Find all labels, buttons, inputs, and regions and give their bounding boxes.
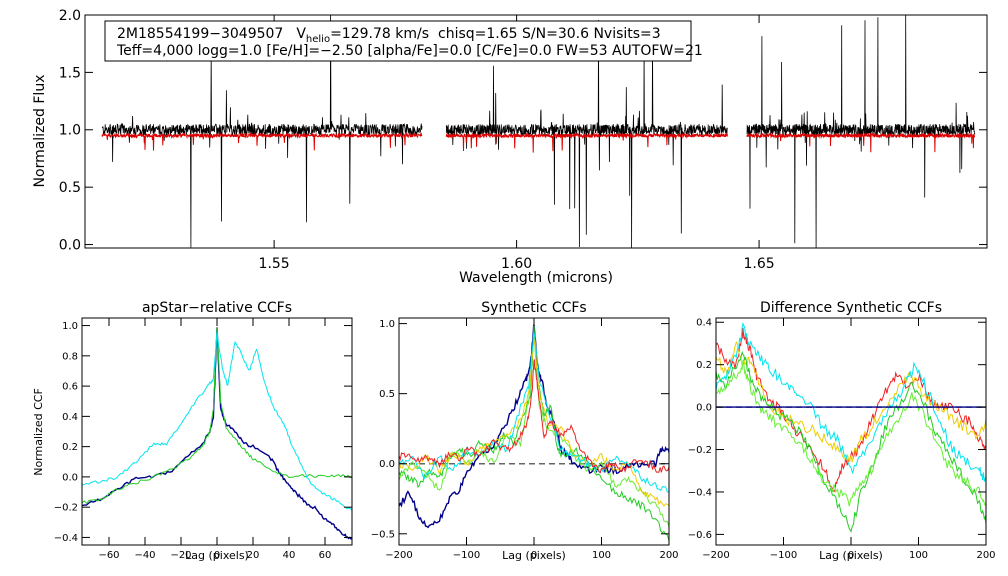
xtick-label: 60 bbox=[319, 550, 332, 561]
ytick-label: 0.6 bbox=[62, 382, 78, 393]
ytick-label: −0.2 bbox=[54, 503, 78, 514]
ytick-label: 0.2 bbox=[62, 442, 78, 453]
xtick-label: 200 bbox=[659, 550, 678, 561]
annotation-vhelio-label: V bbox=[296, 26, 306, 42]
ytick-label: 0.0 bbox=[696, 403, 712, 414]
ytick-label: −0.5 bbox=[371, 529, 395, 540]
synthetic-ccf-plot-area bbox=[399, 323, 669, 541]
annotation-star-id: 2M18554199−3049507 bbox=[117, 26, 283, 42]
ccf-line-lime bbox=[716, 359, 986, 507]
ytick-label: −0.6 bbox=[688, 530, 712, 541]
synthetic-ccf-xlabel: Lag (pixels) bbox=[502, 549, 566, 562]
annotation-frame bbox=[104, 20, 692, 62]
synthetic-ccf-axes-frame bbox=[398, 317, 670, 546]
observed-spectrum-chip-2 bbox=[445, 19, 728, 248]
annotation-line-2: Teff=4,000 logg=1.0 [Fe/H]=−2.50 [alpha/… bbox=[116, 43, 703, 59]
spectrum-panel: 1.55 1.60 1.65 0.0 0.5 1.0 1.5 2.0 2M18554199−3… bbox=[32, 8, 988, 286]
xtick-label: 20 bbox=[247, 550, 260, 561]
ccf-line-red bbox=[399, 359, 669, 474]
synthetic-ccf-panel: Synthetic CCFs −200 −100 0 100 200 −0.5 0.0 0.5… bbox=[371, 300, 679, 562]
xtick-label: −100 bbox=[770, 550, 797, 561]
difference-ccf-plot-area bbox=[716, 322, 986, 533]
ytick-label: 1.0 bbox=[379, 319, 395, 330]
ccf-line-navy bbox=[82, 327, 352, 540]
ytick-label: 1.0 bbox=[59, 123, 81, 139]
xtick-label: 0 bbox=[848, 550, 854, 561]
xtick-label: −60 bbox=[98, 550, 119, 561]
ytick-label: −0.4 bbox=[54, 533, 78, 544]
difference-ccf-title: Difference Synthetic CCFs bbox=[760, 300, 942, 316]
ccf-line-cyan bbox=[82, 331, 352, 511]
apstar-ccf-ylabel: Normalized CCF bbox=[32, 388, 45, 476]
ytick-label: 0.8 bbox=[62, 351, 78, 362]
apstar-ccf-axes-frame bbox=[81, 317, 353, 546]
model-spectrum-chip-3 bbox=[746, 132, 976, 153]
ytick-label: 1.5 bbox=[59, 65, 81, 81]
spectrum-xlabel: Wavelength (microns) bbox=[459, 270, 613, 286]
ytick-label: 0.4 bbox=[696, 318, 712, 329]
xtick-label: 100 bbox=[592, 550, 611, 561]
xtick-label: 1.65 bbox=[743, 256, 774, 272]
ytick-label: 0.5 bbox=[379, 389, 395, 400]
ccf-line-green bbox=[716, 350, 986, 533]
ccf-line-green bbox=[82, 327, 352, 505]
difference-ccf-xlabel: Lag (pixels) bbox=[819, 549, 883, 562]
ytick-label: 1.0 bbox=[62, 321, 78, 332]
xtick-label: 1.60 bbox=[501, 256, 532, 272]
apstar-ccf-xlabel: Lag (pixels) bbox=[185, 549, 249, 562]
synthetic-ccf-ticks: −200 −100 0 100 200 −0.5 0.0 0.5 1.0 bbox=[371, 318, 679, 561]
xtick-label: 0 bbox=[531, 550, 537, 561]
spectrum-ticks: 1.55 1.60 1.65 0.0 0.5 1.0 1.5 2.0 bbox=[59, 8, 987, 272]
apstar-ccf-ticks: −60 −40 −20 0 20 40 60 −0.4 −0.2 0.0 0.2 0.4 0.6 0.8 1… bbox=[54, 318, 352, 561]
difference-ccf-panel: Difference Synthetic CCFs −200 −100 0 100 20… bbox=[688, 300, 996, 562]
xtick-label: 40 bbox=[283, 550, 296, 561]
xtick-label: −40 bbox=[134, 550, 155, 561]
ccf-line-cyan bbox=[716, 322, 986, 482]
ytick-label: 2.0 bbox=[59, 8, 81, 24]
ytick-label: 0.2 bbox=[696, 360, 712, 371]
xtick-label: −200 bbox=[702, 550, 729, 561]
model-spectrum-chip-2 bbox=[445, 132, 729, 153]
xtick-label: −100 bbox=[453, 550, 480, 561]
ytick-label: 0.5 bbox=[59, 180, 81, 196]
annotation-fit-stats: chisq=1.65 S/N=30.6 Nvisits=3 bbox=[438, 26, 661, 42]
apstar-ccf-panel: apStar−relative CCFs −60 −40 −20 0 20 40 60 −0.… bbox=[32, 300, 353, 562]
ytick-label: 0.0 bbox=[379, 459, 395, 470]
spectrum-axes-frame bbox=[84, 14, 988, 249]
ytick-label: −0.4 bbox=[688, 487, 712, 498]
ytick-label: 0.0 bbox=[62, 472, 78, 483]
spectrum-plot-area bbox=[101, 15, 976, 248]
xtick-label: 200 bbox=[976, 550, 995, 561]
apstar-ccf-plot-area bbox=[82, 327, 352, 540]
observed-spectrum-chip-3 bbox=[746, 15, 976, 248]
xtick-label: −20 bbox=[170, 550, 191, 561]
apstar-ccf-title: apStar−relative CCFs bbox=[142, 300, 292, 316]
spectrum-annotation-box: 2M18554199−3049507 Vhelio=129.78 km/s chis… bbox=[104, 20, 703, 62]
ccf-line-cyan bbox=[399, 332, 669, 493]
annotation-vhelio-subscript: helio bbox=[306, 34, 330, 45]
model-spectrum-chip-1 bbox=[101, 131, 423, 151]
ccf-line-green bbox=[399, 323, 669, 541]
ytick-label: −0.2 bbox=[688, 445, 712, 456]
xtick-label: 100 bbox=[909, 550, 928, 561]
ccf-line-navy bbox=[399, 324, 669, 529]
annotation-vhelio-value: =129.78 km/s bbox=[330, 26, 429, 42]
ytick-label: 0.0 bbox=[59, 237, 81, 253]
annotation-line-1: 2M18554199−3049507 Vhelio=129.78 km/s chis… bbox=[117, 26, 661, 45]
difference-ccf-ticks: −200 −100 0 100 200 −0.6 −0.4 −0.2 0.0 0.2 0.4 bbox=[688, 318, 996, 561]
xtick-label: 0 bbox=[214, 550, 220, 561]
xtick-label: −200 bbox=[385, 550, 412, 561]
observed-spectrum-chip-1 bbox=[101, 15, 423, 248]
synthetic-ccf-title: Synthetic CCFs bbox=[481, 300, 586, 316]
spectrum-ylabel: Normalized Flux bbox=[32, 75, 48, 188]
xtick-label: 1.55 bbox=[259, 256, 290, 272]
ytick-label: 0.4 bbox=[62, 412, 78, 423]
